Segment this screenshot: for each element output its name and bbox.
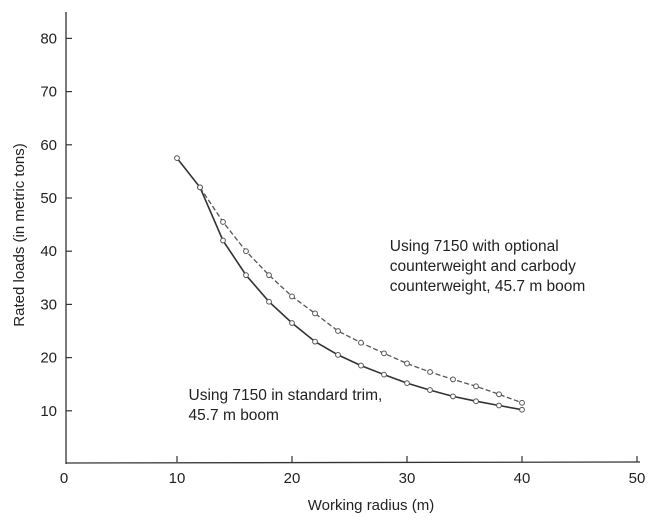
y-tick-label: 40 [40, 243, 57, 260]
data-point [312, 338, 318, 345]
data-point [266, 298, 272, 305]
x-tick-label: 50 [629, 470, 646, 487]
x-tick-label: 20 [284, 470, 301, 487]
annotation-1: Using 7150 with optional counterweight an… [390, 238, 586, 295]
x-tick-label: 30 [399, 470, 416, 487]
annotation-line: Using 7150 with optional [390, 238, 559, 255]
data-point [243, 248, 249, 255]
data-point [427, 369, 433, 375]
data-point [289, 320, 295, 326]
data-point [519, 406, 525, 413]
y-tick-label: 60 [40, 137, 57, 154]
data-point [427, 387, 433, 393]
data-point [381, 371, 387, 378]
y-axis-label: Rated loads (in metric tons) [11, 143, 28, 326]
y-tick-label: 50 [40, 190, 57, 207]
series-layer [174, 155, 525, 413]
data-point [519, 399, 525, 406]
annotation-line: counterweight and carbody [390, 258, 576, 275]
annotation-line: Using 7150 in standard trim, [189, 387, 383, 404]
data-point [404, 360, 410, 367]
series-2 [197, 184, 525, 406]
y-tick-label: 80 [40, 30, 57, 47]
data-point [381, 350, 387, 357]
data-point [335, 352, 341, 358]
data-point [358, 339, 364, 346]
annotation-layer: Using 7150 with optional counterweight an… [189, 238, 586, 424]
x-tick-label: 10 [169, 470, 186, 487]
data-point [473, 398, 479, 405]
data-point [312, 310, 318, 317]
data-point [197, 184, 203, 191]
data-point [450, 393, 456, 400]
x-axis-label: Working radius (m) [308, 497, 434, 514]
data-point [266, 272, 272, 279]
y-tick-label: 20 [40, 350, 57, 367]
axes: 10 20 30 40 50 60 70 80 0 10 20 30 40 50 [40, 12, 645, 487]
y-tick-label: 10 [40, 403, 57, 420]
x-tick-label: 0 [60, 470, 68, 487]
series-line [176, 157, 523, 411]
data-point [174, 155, 180, 162]
series-1 [174, 155, 525, 413]
annotation-2: Using 7150 in standard trim, 45.7 m boom [189, 387, 383, 424]
data-point [220, 237, 226, 244]
y-tick-label: 70 [40, 84, 57, 101]
data-point [404, 380, 410, 387]
data-point [496, 402, 502, 409]
annotation-line: 45.7 m boom [189, 407, 279, 424]
data-point [358, 362, 364, 369]
x-tick-label: 40 [514, 470, 531, 487]
annotation-line: counterweight, 45.7 m boom [390, 278, 586, 295]
x-axis-line [65, 461, 641, 464]
data-point [496, 391, 502, 398]
data-point [220, 219, 226, 225]
data-point [335, 328, 341, 334]
y-tick-label: 30 [40, 296, 57, 313]
data-point [473, 383, 479, 390]
data-point [243, 272, 249, 279]
data-point [450, 376, 456, 383]
data-point [289, 293, 295, 300]
